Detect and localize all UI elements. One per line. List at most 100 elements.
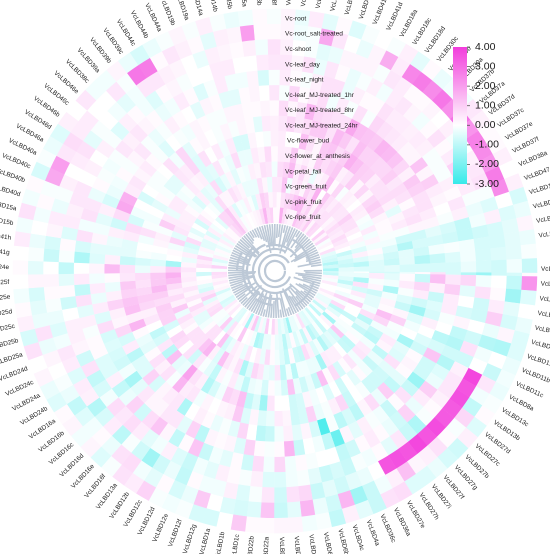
heatmap-cell — [91, 232, 109, 246]
heatmap-cell — [121, 238, 139, 250]
heatmap-cell — [146, 176, 164, 193]
dendrogram-branch — [293, 276, 320, 287]
heatmap-cell — [171, 354, 188, 371]
heatmap-cell — [293, 439, 306, 456]
heatmap-cell — [422, 398, 443, 418]
heatmap-cell — [244, 313, 255, 329]
heatmap-cell — [322, 219, 338, 233]
heatmap-cell — [211, 271, 228, 276]
heatmap-cell — [382, 70, 402, 91]
heatmap-cell — [13, 287, 31, 304]
heatmap-cell — [141, 409, 160, 429]
tissue-label: Vc-green_fruit — [285, 184, 327, 191]
heatmap-cell — [441, 231, 459, 244]
heatmap-cell — [270, 115, 279, 132]
heatmap-cell — [325, 93, 341, 112]
heatmap-cell — [270, 130, 279, 147]
heatmap-cell — [356, 360, 373, 377]
heatmap-cell — [435, 354, 455, 372]
heatmap-cell — [110, 175, 130, 192]
heatmap-cell — [373, 218, 391, 231]
gene-label: VcLBD25b — [0, 337, 20, 352]
heatmap-cell — [66, 100, 88, 122]
heatmap-cell — [510, 330, 530, 349]
heatmap-cell — [144, 212, 162, 226]
heatmap-cell — [310, 372, 322, 390]
dendrogram-branch — [268, 224, 273, 246]
heatmap-cell — [227, 205, 241, 221]
heatmap-cell — [397, 287, 414, 298]
heatmap-cell — [240, 328, 251, 344]
heatmap-cell — [485, 134, 507, 155]
heatmap-cell — [285, 317, 293, 334]
gene-label: VcLBD19a — [173, 0, 190, 22]
gene-label: VcLBD36c — [378, 513, 397, 544]
heatmap-cell — [499, 314, 518, 331]
heatmap-cell — [222, 353, 235, 370]
heatmap-cell — [330, 182, 345, 199]
heatmap-cell — [328, 344, 343, 361]
heatmap-cell — [274, 349, 280, 366]
heatmap-cell — [89, 149, 109, 168]
dendrogram-branch — [258, 226, 266, 241]
heatmap-cell — [361, 355, 379, 372]
heatmap-cell — [206, 202, 222, 217]
heatmap-cell — [506, 258, 523, 273]
heatmap-cell — [185, 158, 201, 176]
heatmap-cell — [458, 238, 476, 252]
heatmap-cell — [38, 337, 58, 356]
heatmap-cell — [338, 190, 354, 206]
heatmap-cell — [379, 332, 397, 348]
heatmap-cell — [400, 123, 420, 142]
heatmap-cell — [197, 356, 213, 373]
heatmap-cell — [199, 97, 215, 116]
heatmap-cell — [440, 302, 458, 316]
heatmap-cell — [321, 176, 335, 193]
heatmap-cell — [134, 272, 151, 281]
heatmap-cell — [337, 258, 354, 265]
heatmap-cell — [116, 73, 137, 94]
heatmap-cell — [278, 333, 284, 350]
heatmap-cell — [271, 161, 278, 178]
heatmap-cell — [359, 168, 376, 185]
heatmap-cell — [434, 407, 455, 428]
heatmap-cell — [196, 132, 212, 151]
heatmap-cell — [261, 177, 269, 194]
heatmap-cell — [31, 312, 50, 329]
heatmap-cell — [132, 460, 153, 481]
heatmap-cell — [274, 471, 287, 488]
heatmap-cell — [512, 200, 532, 219]
heatmap-cell — [424, 225, 442, 238]
heatmap-cell — [204, 298, 220, 310]
dendrogram-branch — [282, 224, 286, 234]
heatmap-cell — [223, 402, 237, 421]
heatmap-cell — [411, 111, 431, 132]
heatmap-cell — [111, 315, 130, 330]
heatmap-cell — [283, 348, 291, 365]
heatmap-cell — [343, 35, 362, 55]
heatmap-cell — [310, 73, 325, 92]
heatmap-cell — [519, 289, 537, 306]
heatmap-cell — [386, 392, 405, 412]
heatmap-cell — [411, 190, 430, 206]
heatmap-cell — [209, 179, 224, 196]
heatmap-cell — [167, 242, 185, 252]
heatmap-cell — [197, 150, 213, 168]
heatmap-cell — [186, 35, 205, 55]
heatmap-cell — [319, 350, 333, 368]
heatmap-cell — [241, 102, 254, 120]
dendrogram-branch — [290, 295, 302, 311]
heatmap-cell — [398, 280, 415, 290]
heatmap-cell — [127, 65, 148, 86]
heatmap-cell — [421, 216, 440, 230]
heatmap-cell — [481, 393, 503, 414]
heatmap-cell — [213, 76, 229, 95]
heatmap-cell — [490, 275, 507, 289]
heatmap-cell — [152, 238, 170, 249]
heatmap-cell — [182, 87, 200, 107]
heatmap-cell — [217, 241, 233, 252]
heatmap-cell — [442, 398, 463, 418]
heatmap-cell — [189, 137, 205, 155]
heatmap-cell — [231, 202, 243, 219]
heatmap-cell — [407, 182, 426, 198]
